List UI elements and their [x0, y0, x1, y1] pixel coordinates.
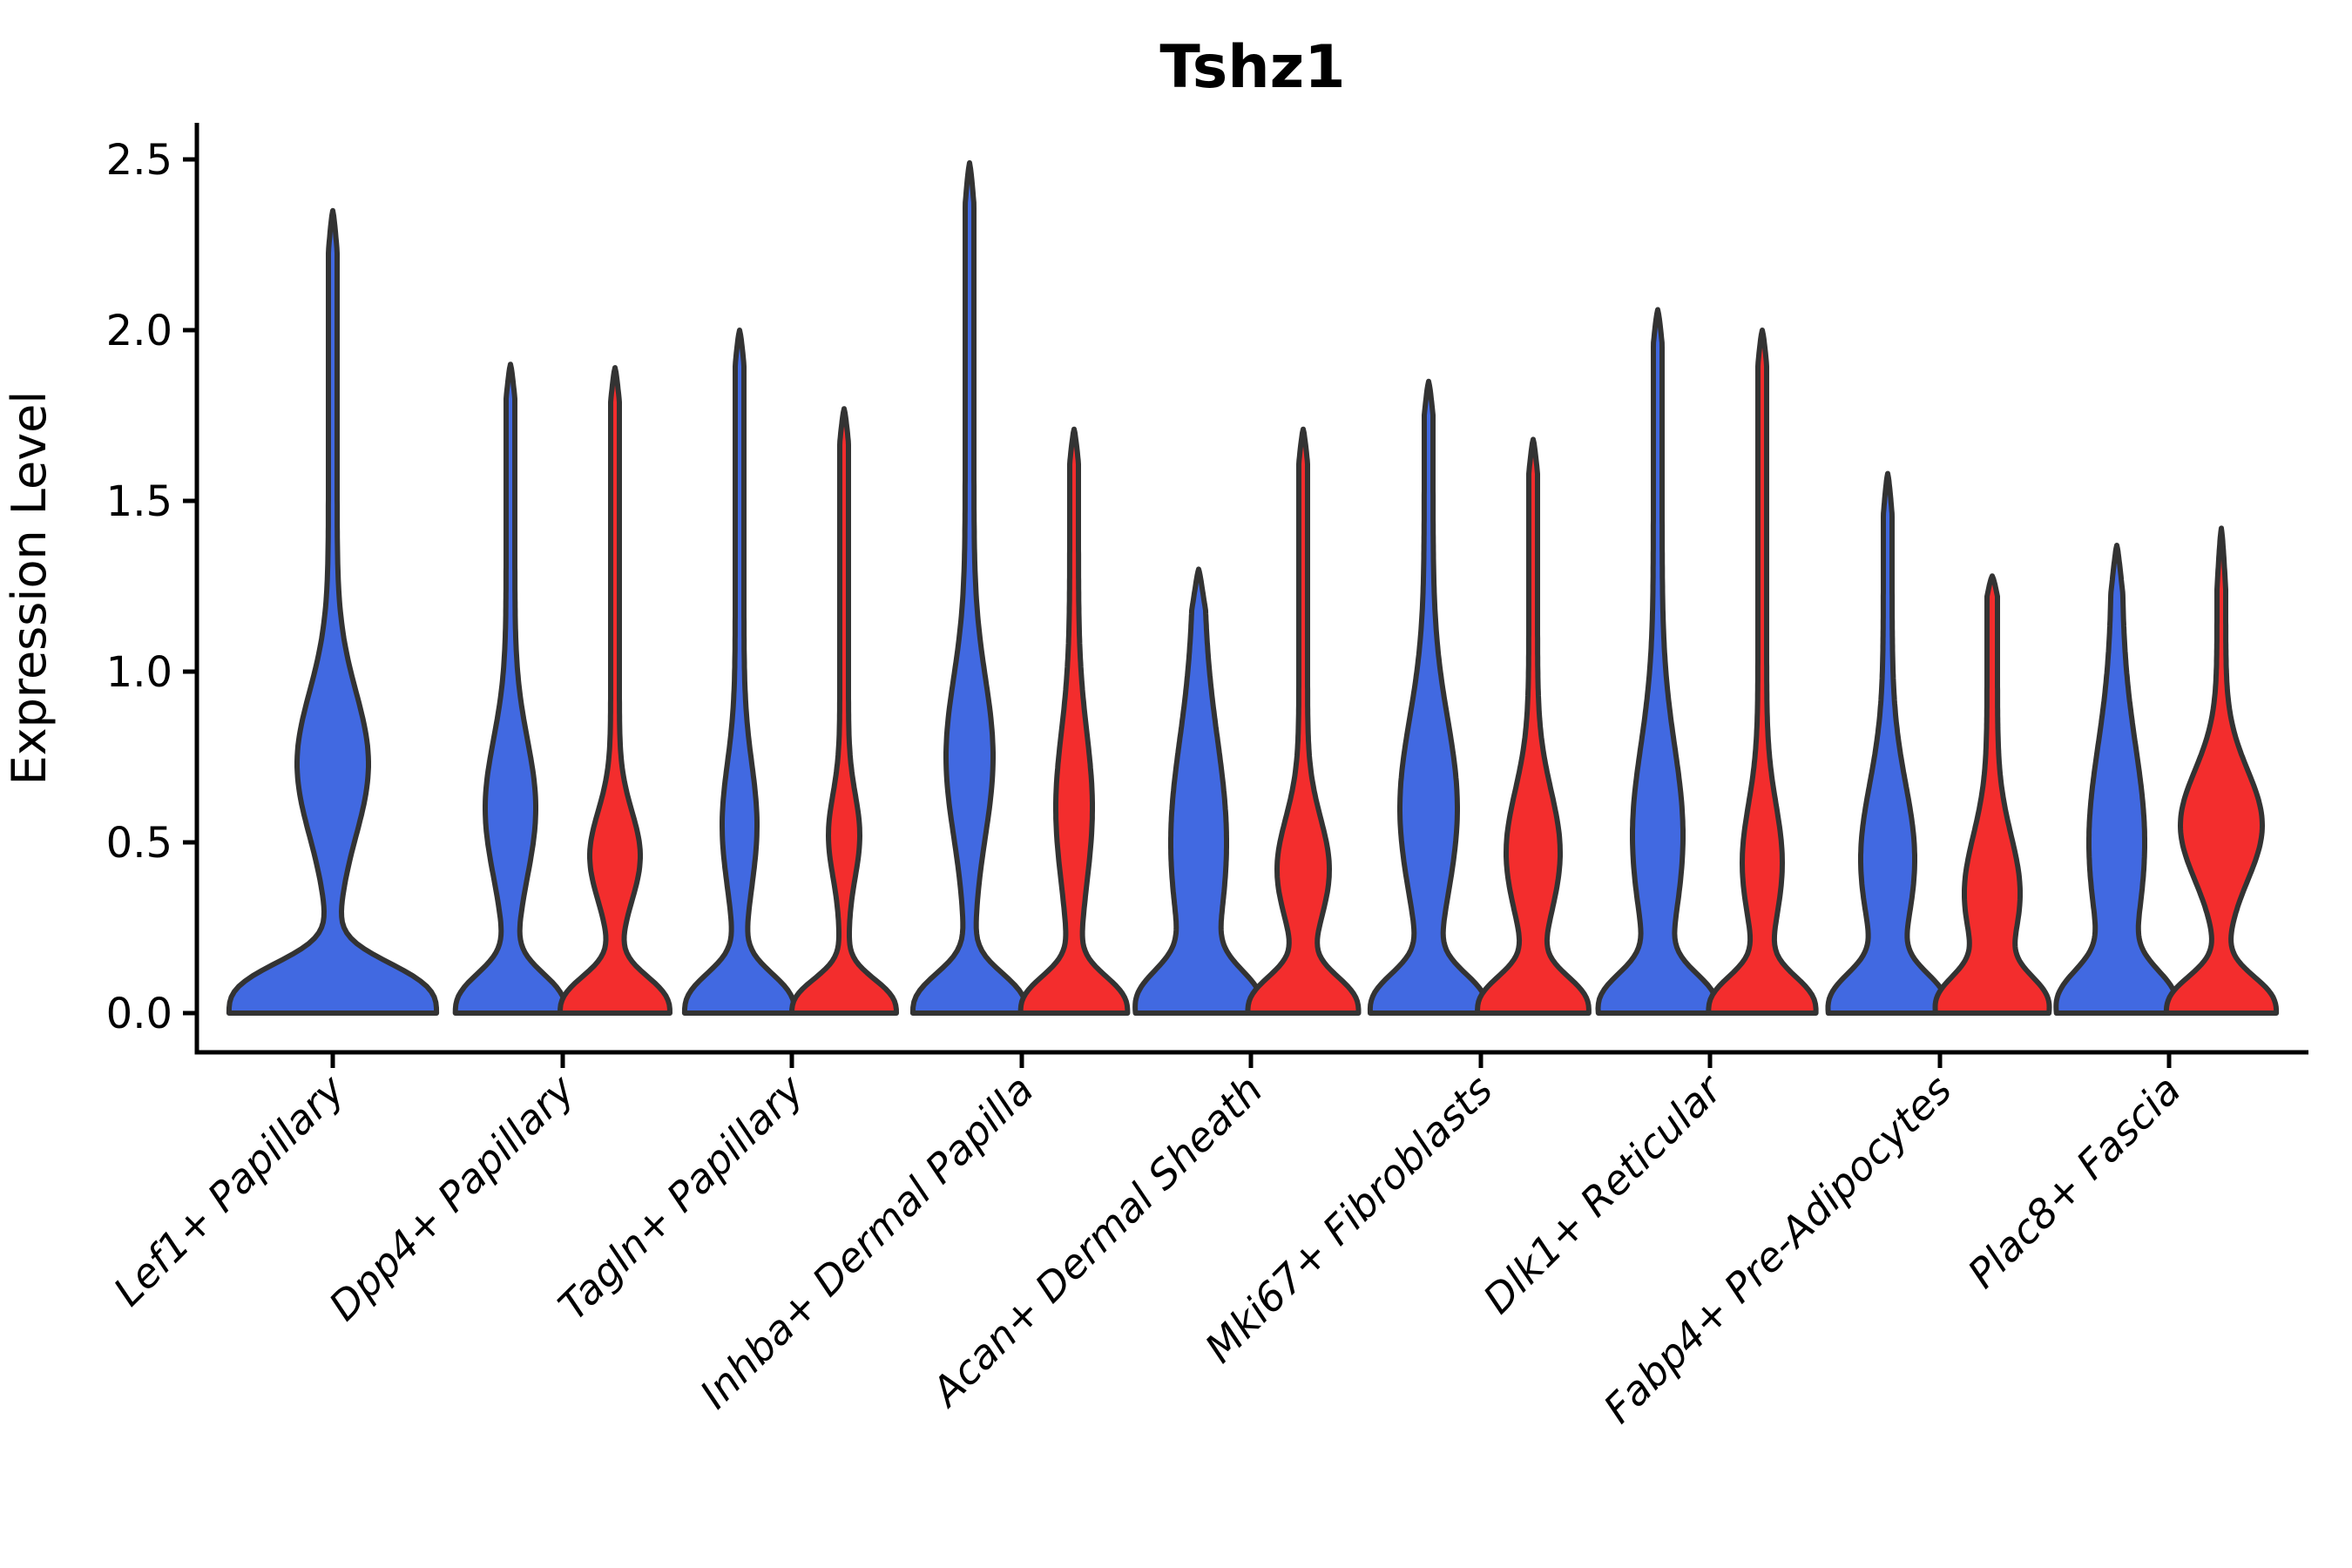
violin-blue-dlk1-reticular: [1595, 307, 1720, 1016]
violin-blue-dpp4-papillary: [452, 362, 569, 1016]
violin-red-fabp4-pre-adipocytes: [1932, 573, 2052, 1016]
violin-red-inhba-dermal-papilla: [1017, 426, 1131, 1016]
violin-blue-plac8-fascia: [2053, 543, 2180, 1016]
x-tick-label-dpp4-papillary: Dpp4+ Papillary: [320, 1065, 584, 1329]
violin-blue-mki67-fibroblasts: [1367, 378, 1490, 1016]
y-tick-label-0.0: 0.0: [106, 990, 172, 1038]
violin-blue-fabp4-pre-adipocytes: [1825, 470, 1950, 1016]
x-tick-marks: [330, 1052, 2172, 1068]
x-tick-labels: Lef1+ Papillary Dpp4+ Papillary Tagln+ P…: [105, 1064, 2190, 1432]
violin-blue-inhba-dermal-papilla: [909, 159, 1030, 1016]
violin-red-mki67-fibroblasts: [1475, 436, 1592, 1016]
y-tick-label-0.5: 0.5: [106, 819, 172, 868]
plot-title: Tshz1: [1159, 33, 1345, 102]
y-tick-marks: [183, 157, 197, 1016]
x-tick-label-dlk1-reticular: Dlk1+ Reticular: [1474, 1064, 1733, 1322]
violin-red-plac8-fascia: [2163, 525, 2280, 1016]
x-tick-label-tagln-papillary: Tagln+ Papillary: [549, 1065, 813, 1329]
violin-blue-tagln-papillary: [681, 328, 798, 1016]
y-axis-label: Expression Level: [2, 391, 57, 786]
y-tick-label-1.0: 1.0: [106, 648, 172, 697]
violin-blue-lef1-papillary: [226, 207, 440, 1016]
violin-red-tagln-papillary: [789, 406, 899, 1016]
violin-red-dpp4-papillary: [558, 365, 672, 1016]
violin-red-dlk1-reticular: [1706, 328, 1819, 1016]
violin-red-acan-dermal-sheath: [1245, 426, 1362, 1016]
y-tick-label-1.5: 1.5: [106, 477, 172, 526]
y-tick-labels: 0.0 0.5 1.0 1.5 2.0 2.5: [106, 136, 172, 1038]
y-tick-label-2.5: 2.5: [106, 136, 172, 185]
violin-blue-acan-dermal-sheath: [1132, 566, 1265, 1016]
x-tick-label-plac8-fascia: Plac8+ Fascia: [1958, 1066, 2189, 1297]
violins-group: [226, 159, 2280, 1016]
x-tick-label-lef1-papillary: Lef1+ Papillary: [105, 1065, 354, 1315]
y-tick-label-2.0: 2.0: [106, 307, 172, 355]
